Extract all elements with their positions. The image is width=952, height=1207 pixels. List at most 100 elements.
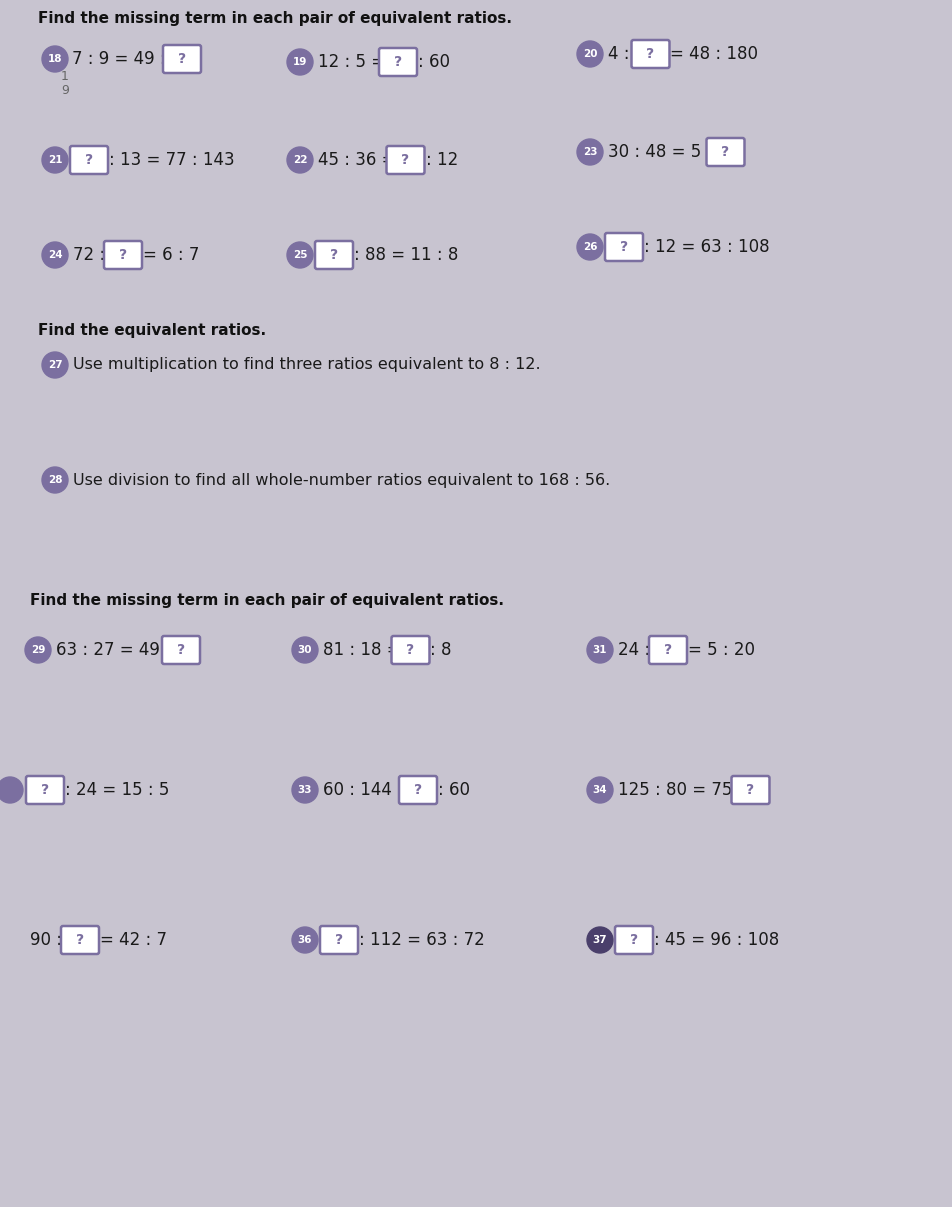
Text: : 45 = 96 : 108: : 45 = 96 : 108 xyxy=(654,931,780,949)
Circle shape xyxy=(577,41,603,68)
Circle shape xyxy=(287,147,313,173)
FancyBboxPatch shape xyxy=(387,146,425,174)
Text: 30: 30 xyxy=(298,645,312,655)
Text: : 112 = 63 : 72: : 112 = 63 : 72 xyxy=(359,931,485,949)
Text: 63 : 27 = 49 :: 63 : 27 = 49 : xyxy=(56,641,170,659)
Text: ?: ? xyxy=(722,145,729,159)
Circle shape xyxy=(287,49,313,75)
Text: : 12 = 63 : 108: : 12 = 63 : 108 xyxy=(644,238,769,256)
Text: = 6 : 7: = 6 : 7 xyxy=(143,246,199,264)
Text: 12 : 5 =: 12 : 5 = xyxy=(318,53,386,71)
Text: 81 : 18 =: 81 : 18 = xyxy=(323,641,401,659)
Text: 24: 24 xyxy=(48,250,62,260)
Text: 19: 19 xyxy=(293,57,307,68)
Text: ?: ? xyxy=(330,247,338,262)
Text: 31: 31 xyxy=(593,645,607,655)
Text: ?: ? xyxy=(664,643,672,657)
Text: 24 :: 24 : xyxy=(618,641,650,659)
Text: 45 : 36 =: 45 : 36 = xyxy=(318,151,395,169)
Text: = 42 : 7: = 42 : 7 xyxy=(100,931,167,949)
Text: 21: 21 xyxy=(48,154,62,165)
Text: 25: 25 xyxy=(293,250,307,260)
Text: = 48 : 180: = 48 : 180 xyxy=(670,45,759,63)
Text: 4 :: 4 : xyxy=(608,45,629,63)
Text: 20: 20 xyxy=(583,49,597,59)
Circle shape xyxy=(42,467,68,492)
Text: ?: ? xyxy=(335,933,343,947)
Circle shape xyxy=(42,46,68,72)
Text: 33: 33 xyxy=(298,785,312,795)
FancyBboxPatch shape xyxy=(615,926,653,954)
Text: Find the equivalent ratios.: Find the equivalent ratios. xyxy=(38,322,267,338)
Text: Find the missing term in each pair of equivalent ratios.: Find the missing term in each pair of eq… xyxy=(30,593,504,607)
FancyBboxPatch shape xyxy=(706,138,744,167)
Text: 34: 34 xyxy=(593,785,607,795)
Text: ?: ? xyxy=(620,240,628,253)
FancyBboxPatch shape xyxy=(649,636,687,664)
Circle shape xyxy=(0,777,23,803)
Text: 125 : 80 = 75 :: 125 : 80 = 75 : xyxy=(618,781,744,799)
Text: : 24 = 15 : 5: : 24 = 15 : 5 xyxy=(65,781,169,799)
FancyBboxPatch shape xyxy=(731,776,769,804)
FancyBboxPatch shape xyxy=(391,636,429,664)
Text: ?: ? xyxy=(41,783,50,797)
Circle shape xyxy=(287,241,313,268)
FancyBboxPatch shape xyxy=(61,926,99,954)
FancyBboxPatch shape xyxy=(315,241,353,269)
FancyBboxPatch shape xyxy=(379,48,417,76)
FancyBboxPatch shape xyxy=(104,241,142,269)
Text: 1: 1 xyxy=(61,70,69,83)
Text: = 5 : 20: = 5 : 20 xyxy=(688,641,755,659)
Text: : 12: : 12 xyxy=(426,151,458,169)
Text: Use division to find all whole-number ratios equivalent to 168 : 56.: Use division to find all whole-number ra… xyxy=(73,472,610,488)
FancyBboxPatch shape xyxy=(631,40,669,68)
Text: 29: 29 xyxy=(30,645,45,655)
Text: ?: ? xyxy=(630,933,638,947)
Text: : 8: : 8 xyxy=(430,641,452,659)
Text: ?: ? xyxy=(402,153,409,167)
Text: ?: ? xyxy=(746,783,755,797)
Text: : 13 = 77 : 143: : 13 = 77 : 143 xyxy=(109,151,234,169)
Circle shape xyxy=(587,927,613,954)
Text: 30 : 48 = 5 :: 30 : 48 = 5 : xyxy=(608,142,712,161)
Circle shape xyxy=(587,637,613,663)
Text: 60 : 144 =: 60 : 144 = xyxy=(323,781,411,799)
Circle shape xyxy=(42,241,68,268)
FancyBboxPatch shape xyxy=(70,146,108,174)
Circle shape xyxy=(587,777,613,803)
Circle shape xyxy=(292,927,318,954)
FancyBboxPatch shape xyxy=(162,636,200,664)
Text: 72 :: 72 : xyxy=(73,246,105,264)
Text: ?: ? xyxy=(407,643,414,657)
Text: ?: ? xyxy=(177,643,185,657)
FancyBboxPatch shape xyxy=(163,45,201,72)
Text: ?: ? xyxy=(178,52,186,66)
Circle shape xyxy=(25,637,51,663)
Text: 90 :: 90 : xyxy=(30,931,62,949)
Text: ?: ? xyxy=(76,933,84,947)
Text: ?: ? xyxy=(119,247,127,262)
Text: ?: ? xyxy=(414,783,422,797)
Text: 18: 18 xyxy=(48,54,62,64)
Circle shape xyxy=(42,147,68,173)
Circle shape xyxy=(577,139,603,165)
FancyBboxPatch shape xyxy=(320,926,358,954)
FancyBboxPatch shape xyxy=(399,776,437,804)
FancyBboxPatch shape xyxy=(605,233,643,261)
Text: Find the missing term in each pair of equivalent ratios.: Find the missing term in each pair of eq… xyxy=(38,11,512,25)
Circle shape xyxy=(292,777,318,803)
Text: : 60: : 60 xyxy=(418,53,450,71)
Text: : 60: : 60 xyxy=(438,781,470,799)
FancyBboxPatch shape xyxy=(26,776,64,804)
Text: 27: 27 xyxy=(48,360,62,371)
Text: 37: 37 xyxy=(593,935,607,945)
Text: : 88 = 11 : 8: : 88 = 11 : 8 xyxy=(354,246,458,264)
Circle shape xyxy=(292,637,318,663)
Text: 7 : 9 = 49 :: 7 : 9 = 49 : xyxy=(72,49,166,68)
Text: 36: 36 xyxy=(298,935,312,945)
Text: ?: ? xyxy=(394,56,402,69)
Text: ?: ? xyxy=(85,153,93,167)
Circle shape xyxy=(42,352,68,378)
Text: 26: 26 xyxy=(583,241,597,252)
Text: 22: 22 xyxy=(293,154,307,165)
